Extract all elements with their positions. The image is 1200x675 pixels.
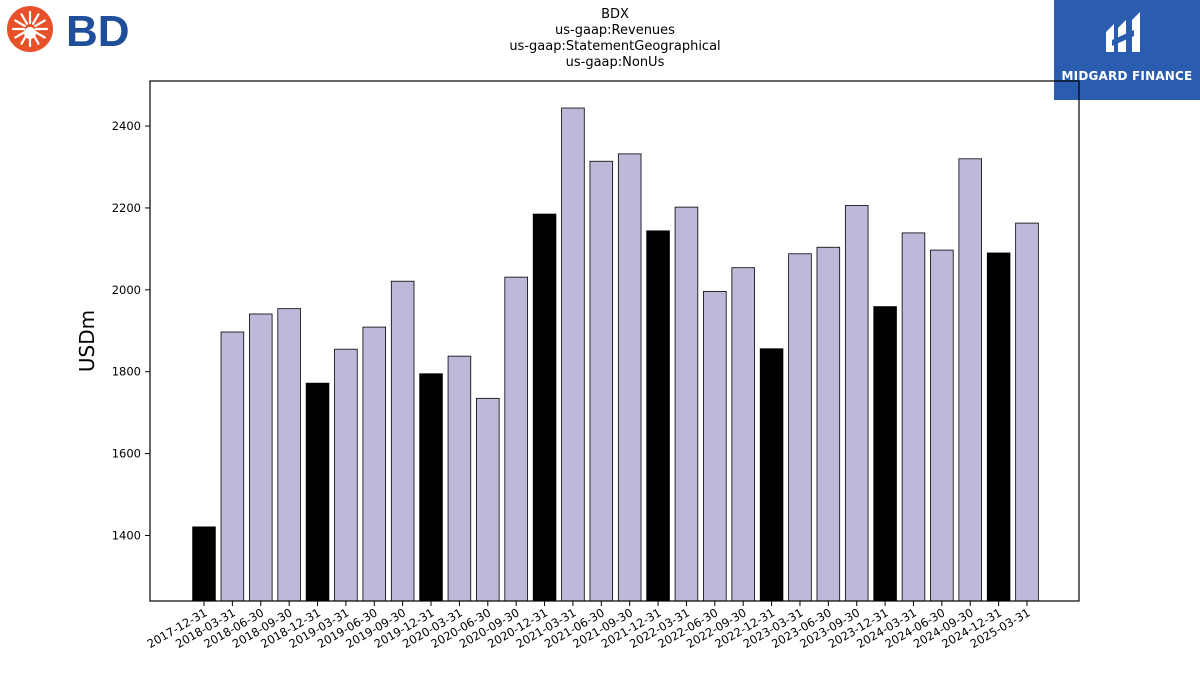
- bd-logo: BD: [4, 4, 139, 56]
- bar-2024-12-31: [986, 252, 1011, 602]
- midgard-logo-text: MIDGARD FINANCE: [1061, 69, 1193, 83]
- bar-2018-03-31: [220, 331, 245, 602]
- y-tick-label: 2200: [112, 201, 141, 215]
- x-axis: 2017-12-312018-03-312018-06-302018-09-30…: [145, 601, 1033, 651]
- bar-2017-12-31: [192, 526, 216, 602]
- bar-2024-09-30: [958, 158, 982, 602]
- bd-logo-text: BD: [66, 7, 130, 56]
- y-tick-label: 1600: [112, 447, 141, 461]
- bar-2022-06-30: [703, 291, 727, 602]
- bar-2023-06-30: [816, 246, 841, 602]
- bar-2018-06-30: [249, 313, 273, 602]
- bd-burst-icon: BD: [7, 6, 130, 56]
- bar-2021-06-30: [589, 160, 614, 602]
- bar-2020-09-30: [504, 276, 528, 602]
- midgard-mark-icon: [1106, 12, 1140, 52]
- bar-2021-03-31: [561, 107, 585, 602]
- bar-2019-03-31: [334, 348, 358, 602]
- bar-2020-03-31: [447, 355, 472, 602]
- bar-2018-09-30: [277, 308, 301, 602]
- plot-frame: [149, 80, 1080, 602]
- bar-2020-06-30: [476, 397, 500, 602]
- bar-2019-06-30: [362, 326, 387, 602]
- y-tick-label: 2400: [112, 119, 141, 133]
- y-axis: 1400 1600 1800 2000 2200 2400: [112, 119, 150, 542]
- bar-2022-09-30: [731, 267, 755, 602]
- title-line-2: us-gaap:Revenues: [555, 23, 675, 38]
- bar-2024-03-31: [901, 232, 926, 602]
- bar-2021-12-31: [646, 230, 670, 602]
- chart-title: BDX us-gaap:Revenues us-gaap:StatementGe…: [415, 7, 815, 71]
- y-tick-label: 2000: [112, 283, 141, 297]
- bar-2023-12-31: [873, 306, 897, 602]
- y-tick-label: 1800: [112, 365, 141, 379]
- bar-2021-09-30: [617, 153, 642, 602]
- title-line-1: BDX: [601, 7, 629, 22]
- bar-2022-12-31: [759, 348, 784, 602]
- bar-2020-12-31: [532, 213, 557, 602]
- title-line-3: us-gaap:StatementGeographical: [509, 39, 721, 54]
- y-axis-label: USDm: [75, 310, 99, 372]
- midgard-finance-logo: MIDGARD FINANCE: [1054, 0, 1200, 100]
- title-line-4: us-gaap:NonUs: [565, 55, 665, 70]
- y-tick-label: 1400: [112, 528, 141, 542]
- bar-2019-12-31: [419, 373, 443, 602]
- bar-2019-09-30: [390, 280, 415, 602]
- bar-2023-09-30: [844, 205, 869, 602]
- bar-2022-03-31: [674, 206, 699, 602]
- bar-2018-12-31: [305, 382, 330, 602]
- bar-2025-03-31: [1015, 222, 1039, 602]
- bar-2023-03-31: [788, 253, 812, 602]
- bar-2024-06-30: [930, 249, 954, 602]
- bars-group: [192, 107, 1039, 602]
